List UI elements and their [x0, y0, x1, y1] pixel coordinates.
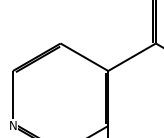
Text: N: N: [9, 120, 17, 132]
